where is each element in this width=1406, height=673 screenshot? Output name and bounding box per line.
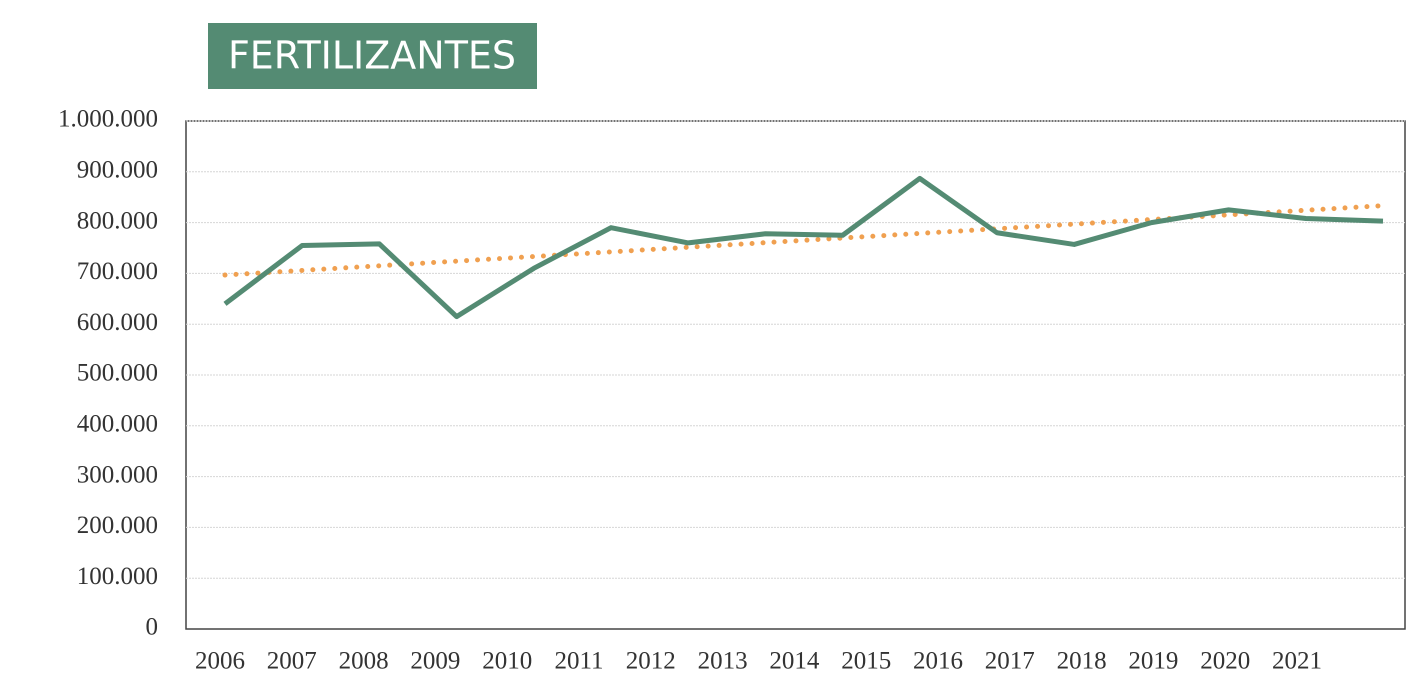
x-tick-label: 2007 bbox=[267, 648, 317, 673]
x-tick-label: 2017 bbox=[985, 648, 1035, 673]
x-tick-label: 2014 bbox=[769, 648, 820, 673]
x-tick-label: 2013 bbox=[698, 648, 748, 673]
x-tick-label: 2009 bbox=[410, 648, 460, 673]
y-tick-label: 700.000 bbox=[77, 258, 158, 285]
x-tick-label: 2019 bbox=[1128, 648, 1178, 673]
y-tick-label: 1.000.000 bbox=[58, 106, 158, 133]
x-tick-label: 2021 bbox=[1272, 648, 1322, 673]
y-tick-label: 0 bbox=[146, 614, 159, 641]
line-series bbox=[223, 175, 1384, 320]
x-tick-label: 2015 bbox=[841, 648, 891, 673]
y-tick-label: 100.000 bbox=[77, 563, 158, 590]
x-tick-label: 2008 bbox=[339, 648, 389, 673]
x-tick-label: 2006 bbox=[195, 648, 245, 673]
title-box bbox=[208, 23, 537, 89]
x-tick-label: 2018 bbox=[1057, 648, 1107, 673]
x-tick-label: 2011 bbox=[554, 648, 603, 673]
y-tick-label: 200.000 bbox=[77, 512, 158, 539]
y-tick-label: 300.000 bbox=[77, 461, 158, 488]
y-tick-label: 900.000 bbox=[77, 157, 158, 184]
x-tick-label: 2012 bbox=[626, 648, 676, 673]
x-tick-label: 2016 bbox=[913, 648, 963, 673]
y-tick-label: 400.000 bbox=[77, 411, 158, 438]
y-tick-label: 600.000 bbox=[77, 309, 158, 336]
x-tick-label: 2010 bbox=[482, 648, 532, 673]
x-tick-label: 2020 bbox=[1200, 648, 1250, 673]
chart-title: FERTILIZANTES bbox=[228, 34, 516, 78]
y-tick-label: 500.000 bbox=[77, 360, 158, 387]
y-tick-label: 800.000 bbox=[77, 207, 158, 234]
